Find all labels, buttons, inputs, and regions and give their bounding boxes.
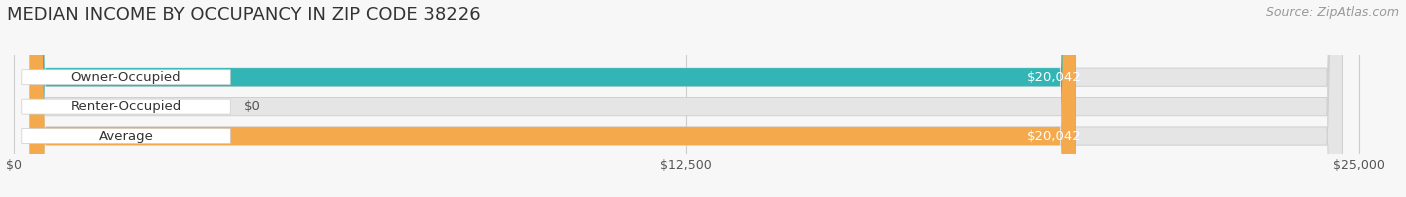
Text: $0: $0 [243,100,260,113]
Text: Owner-Occupied: Owner-Occupied [70,71,181,84]
FancyBboxPatch shape [30,0,1343,197]
Text: $20,042: $20,042 [1026,129,1081,142]
Text: Average: Average [98,129,153,142]
FancyBboxPatch shape [30,0,1076,197]
Text: $20,042: $20,042 [1026,71,1081,84]
Text: Source: ZipAtlas.com: Source: ZipAtlas.com [1265,6,1399,19]
FancyBboxPatch shape [22,99,231,114]
FancyBboxPatch shape [22,129,231,143]
FancyBboxPatch shape [30,0,1343,197]
FancyBboxPatch shape [30,0,1076,197]
FancyBboxPatch shape [30,0,1343,197]
Text: MEDIAN INCOME BY OCCUPANCY IN ZIP CODE 38226: MEDIAN INCOME BY OCCUPANCY IN ZIP CODE 3… [7,6,481,24]
Text: Renter-Occupied: Renter-Occupied [70,100,181,113]
FancyBboxPatch shape [22,70,231,85]
